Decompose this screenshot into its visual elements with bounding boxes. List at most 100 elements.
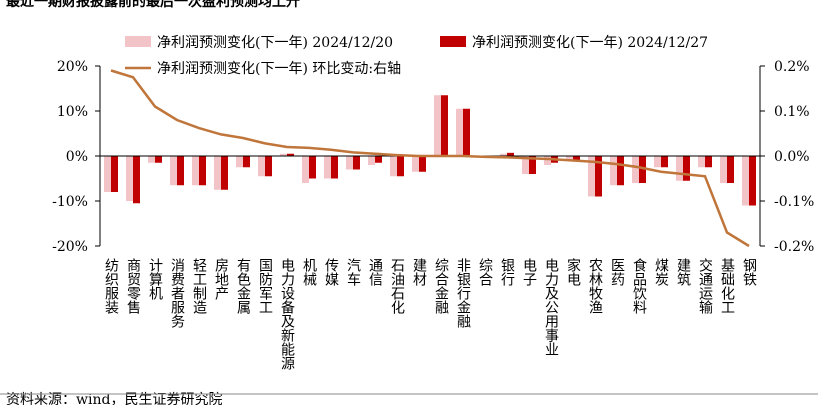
- x-tick-label: 综合: [477, 258, 493, 286]
- x-tick-label: 机械: [301, 258, 317, 286]
- bar: [588, 156, 595, 197]
- bar: [170, 156, 177, 186]
- bar: [463, 108, 470, 156]
- y-tick-label: 0%: [66, 149, 88, 165]
- x-tick-label: 纺织服装: [103, 258, 119, 314]
- bar: [309, 156, 316, 179]
- bar: [566, 156, 573, 161]
- y-tick-label: 20%: [57, 59, 88, 75]
- x-tick-label: 银行: [499, 258, 515, 287]
- bar: [705, 156, 712, 168]
- bar: [346, 156, 353, 170]
- bar: [236, 156, 243, 168]
- bar: [133, 156, 140, 204]
- bar: [654, 156, 661, 168]
- y2-tick-label: -0.1%: [774, 194, 814, 210]
- y2-tick-label: 0.0%: [774, 149, 810, 165]
- x-tick-label: 房地产: [213, 258, 229, 301]
- legend-label: 净利润预测变化(下一年) 2024/12/27: [472, 35, 708, 51]
- bar: [698, 156, 705, 168]
- bar: [529, 156, 536, 174]
- bar: [353, 156, 360, 170]
- x-tick-label: 汽车: [345, 258, 361, 286]
- bar: [331, 156, 338, 179]
- x-tick-label: 钢铁: [741, 258, 757, 286]
- x-tick-label: 轻工制造: [191, 258, 207, 315]
- x-tick-label: 电力及公用事业: [543, 258, 559, 356]
- bar: [639, 156, 646, 183]
- bar: [507, 152, 514, 156]
- x-tick-label: 消费者服务: [169, 258, 185, 328]
- bar: [412, 156, 419, 172]
- x-tick-label: 食品饮料: [631, 257, 647, 314]
- bar: [390, 156, 397, 177]
- bar: [397, 156, 404, 177]
- bar: [595, 156, 602, 197]
- y2-tick-label: 0.1%: [774, 104, 810, 120]
- bar: [419, 156, 426, 172]
- bar: [126, 156, 133, 201]
- y-tick-label: -20%: [52, 239, 88, 255]
- x-tick-label: 建筑: [675, 258, 691, 287]
- x-tick-label: 传媒: [323, 258, 339, 286]
- x-tick-label: 电子: [521, 258, 537, 286]
- bar: [683, 156, 690, 181]
- line-series: [110, 69, 750, 248]
- bar: [155, 156, 162, 163]
- bar: [500, 153, 507, 156]
- bar: [258, 156, 265, 177]
- bar: [221, 156, 228, 190]
- bar: [148, 156, 155, 163]
- bar: [661, 156, 668, 168]
- bar: [434, 95, 441, 156]
- y2-tick-label: -0.2%: [774, 239, 814, 255]
- bar: [544, 156, 551, 165]
- bar: [522, 156, 529, 174]
- x-tick-label: 商贸零售: [125, 258, 141, 314]
- bar: [727, 156, 734, 183]
- bar: [573, 156, 580, 161]
- x-tick-label: 石油石化: [389, 258, 405, 315]
- chart-title: 最近一期财报披露前的最后一次盈利预测均上升: [6, 0, 300, 10]
- x-tick-label: 通信: [367, 258, 383, 286]
- bar: [610, 156, 617, 186]
- bar: [632, 156, 639, 183]
- bar: [368, 156, 375, 165]
- bar: [265, 156, 272, 177]
- bar: [214, 156, 221, 190]
- x-tick-label: 基础化工: [719, 257, 735, 314]
- bar: [111, 156, 118, 192]
- legend-swatch: [125, 36, 151, 47]
- x-tick-label: 煤炭: [653, 258, 669, 286]
- x-tick-label: 国防军工: [257, 258, 273, 314]
- source-note: 资料来源：wind，民生证券研究院: [6, 392, 222, 405]
- bar: [177, 156, 184, 186]
- legend-swatch: [440, 36, 466, 47]
- x-tick-label: 医药: [609, 258, 625, 286]
- x-tick-label: 非银行金融: [455, 258, 471, 328]
- x-tick-label: 建材: [411, 258, 427, 286]
- legend-label: 净利润预测变化(下一年) 环比变动:右轴: [157, 61, 401, 77]
- x-tick-label: 电力设备及新能源: [279, 258, 295, 370]
- bar: [456, 108, 463, 156]
- x-tick-label: 家电: [565, 257, 581, 286]
- y-tick-label: -10%: [52, 194, 88, 210]
- bar: [280, 153, 287, 156]
- bar: [676, 156, 683, 181]
- legend-label: 净利润预测变化(下一年) 2024/12/20: [157, 35, 393, 51]
- x-tick-label: 有色金属: [235, 258, 251, 314]
- bar: [324, 156, 331, 179]
- y2-tick-label: 0.2%: [774, 59, 810, 75]
- bar: [749, 156, 756, 206]
- x-tick-label: 农林牧渔: [587, 258, 603, 314]
- bar: [441, 95, 448, 156]
- bar: [192, 156, 199, 186]
- bar: [287, 153, 294, 156]
- bar: [243, 156, 250, 168]
- bar: [302, 156, 309, 183]
- x-tick-label: 交通运输: [697, 257, 713, 314]
- bar: [199, 156, 206, 186]
- bar: [617, 156, 624, 186]
- bar: [104, 156, 111, 192]
